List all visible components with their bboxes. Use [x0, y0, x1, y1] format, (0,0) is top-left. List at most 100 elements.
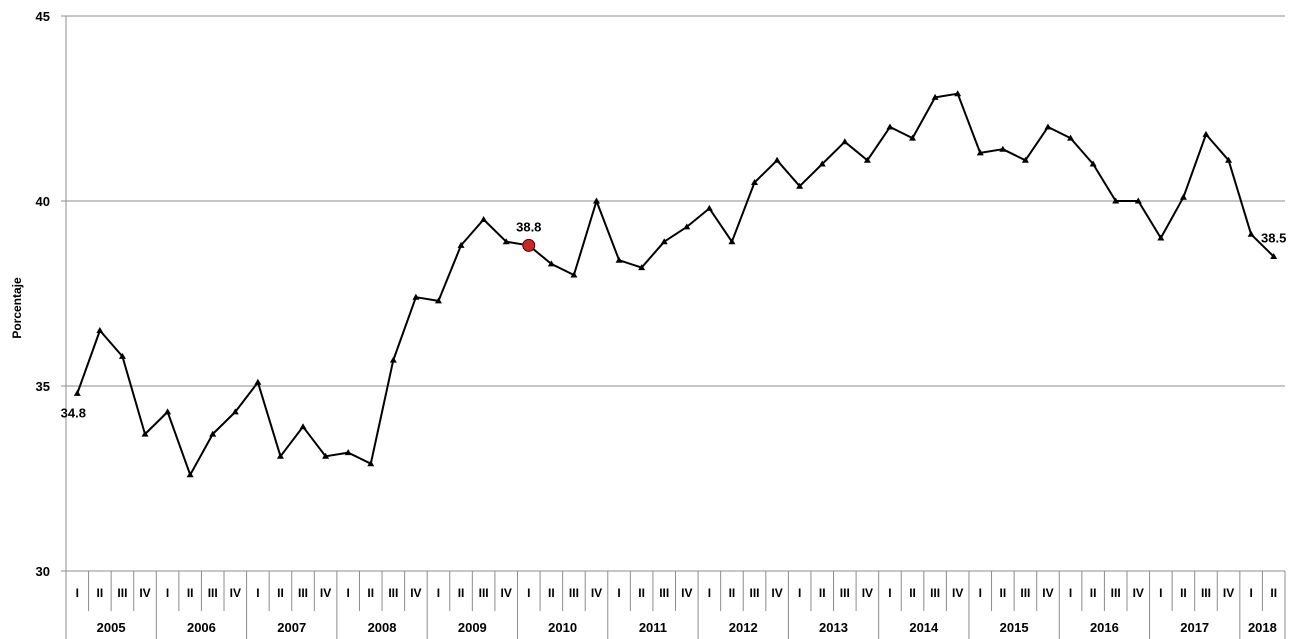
data-point-marker — [389, 356, 397, 363]
data-point-marker — [254, 378, 262, 385]
x-quarter-label: IV — [952, 586, 963, 600]
x-quarter-label: II — [729, 586, 736, 600]
x-year-label: 2016 — [1090, 620, 1119, 635]
data-point-marker — [96, 327, 104, 333]
data-point-marker — [1157, 234, 1165, 241]
series-markers — [73, 90, 1278, 478]
x-year-label: 2015 — [1000, 620, 1029, 635]
x-quarter-label: I — [166, 586, 169, 600]
data-point-marker — [344, 449, 352, 456]
data-point-marker — [73, 389, 81, 396]
data-point-marker — [615, 256, 623, 263]
data-point-marker — [1134, 197, 1142, 204]
x-quarter-label: I — [527, 586, 530, 600]
data-point-marker — [547, 260, 555, 267]
x-quarter-label: IV — [681, 586, 692, 600]
highlighted-point — [522, 238, 536, 252]
x-year-label: 2008 — [368, 620, 397, 635]
x-quarter-label: IV — [591, 586, 602, 600]
data-label: 34.8 — [61, 405, 86, 420]
x-quarter-label: III — [659, 586, 669, 600]
x-quarter-label: IV — [320, 586, 331, 600]
data-point-marker — [457, 241, 465, 248]
data-point-marker — [1247, 230, 1255, 237]
x-quarter-label: III — [388, 586, 398, 600]
x-year-label: 2006 — [187, 620, 216, 635]
x-quarter-label: I — [347, 586, 350, 600]
y-axis-label: Porcentaje — [10, 277, 24, 339]
data-point-marker — [660, 238, 668, 245]
x-quarter-label: II — [97, 586, 104, 600]
x-quarter-label: IV — [230, 586, 241, 600]
x-year-label: 2017 — [1180, 620, 1209, 635]
data-point-marker — [480, 216, 488, 222]
y-tick-label: 45 — [36, 9, 50, 24]
x-quarter-label: II — [548, 586, 555, 600]
x-quarter-label: III — [1201, 586, 1211, 600]
y-tick-label: 40 — [36, 194, 50, 209]
x-quarter-label: I — [1069, 586, 1072, 600]
data-point-marker — [412, 293, 420, 300]
data-point-marker — [1021, 156, 1029, 163]
data-point-marker — [909, 134, 917, 141]
x-quarter-label: IV — [862, 586, 873, 600]
data-point-marker — [1044, 123, 1052, 130]
y-tick-label: 35 — [36, 379, 50, 394]
y-axis-tick-labels: 30 35 40 45 — [36, 9, 50, 579]
x-quarter-label: IV — [1223, 586, 1234, 600]
y-tick-label: 30 — [36, 564, 50, 579]
data-point-marker — [1202, 130, 1210, 137]
x-year-label: 2011 — [639, 620, 667, 635]
gridlines — [61, 15, 1285, 572]
x-quarter-label: I — [256, 586, 259, 600]
x-year-label: 2014 — [909, 620, 939, 635]
data-point-marker — [502, 238, 510, 245]
x-quarter-label: IV — [1133, 586, 1144, 600]
x-year-label: 2007 — [277, 620, 306, 635]
x-quarter-label: II — [1090, 586, 1097, 600]
data-point-marker — [773, 156, 781, 163]
data-point-marker — [931, 93, 939, 100]
x-quarter-label: II — [819, 586, 826, 600]
x-quarter-label: I — [76, 586, 79, 600]
x-quarter-label: I — [708, 586, 711, 600]
data-point-marker — [592, 197, 600, 204]
x-quarter-label: I — [1249, 586, 1252, 600]
data-point-marker — [141, 430, 149, 437]
data-point-marker — [954, 90, 962, 97]
data-label: 38.8 — [516, 219, 541, 234]
data-point-marker — [299, 423, 307, 430]
data-point-marker — [1179, 193, 1187, 200]
x-quarter-label: II — [1180, 586, 1187, 600]
data-labels: 34.8 38.8 38.5 — [61, 219, 1287, 420]
x-year-label: 2009 — [458, 620, 487, 635]
x-quarter-label: III — [117, 586, 127, 600]
x-quarter-label: I — [617, 586, 620, 600]
x-quarter-label: I — [979, 586, 982, 600]
data-point-marker — [1225, 156, 1233, 163]
data-point-marker — [683, 223, 691, 230]
data-point-marker — [367, 460, 375, 467]
x-quarter-label: IV — [501, 586, 512, 600]
x-quarter-label: IV — [1042, 586, 1053, 600]
data-point-marker — [796, 182, 804, 189]
data-point-marker — [818, 160, 826, 167]
x-quarter-label: III — [569, 586, 579, 600]
data-point-marker — [231, 408, 239, 415]
x-quarter-label: II — [367, 586, 374, 600]
x-quarter-label: III — [930, 586, 940, 600]
data-label: 38.5 — [1261, 231, 1286, 246]
x-quarter-label: I — [888, 586, 891, 600]
x-quarter-label: III — [298, 586, 308, 600]
data-point-marker — [886, 123, 894, 130]
data-point-marker — [728, 238, 736, 245]
x-quarter-label: II — [458, 586, 465, 600]
data-point-marker — [1112, 197, 1120, 204]
x-quarter-label: II — [999, 586, 1006, 600]
data-point-marker — [276, 452, 284, 459]
x-year-label: 2012 — [729, 620, 758, 635]
x-quarter-label: IV — [771, 586, 782, 600]
x-quarter-label: III — [1111, 586, 1121, 600]
x-quarter-label: I — [1159, 586, 1162, 600]
